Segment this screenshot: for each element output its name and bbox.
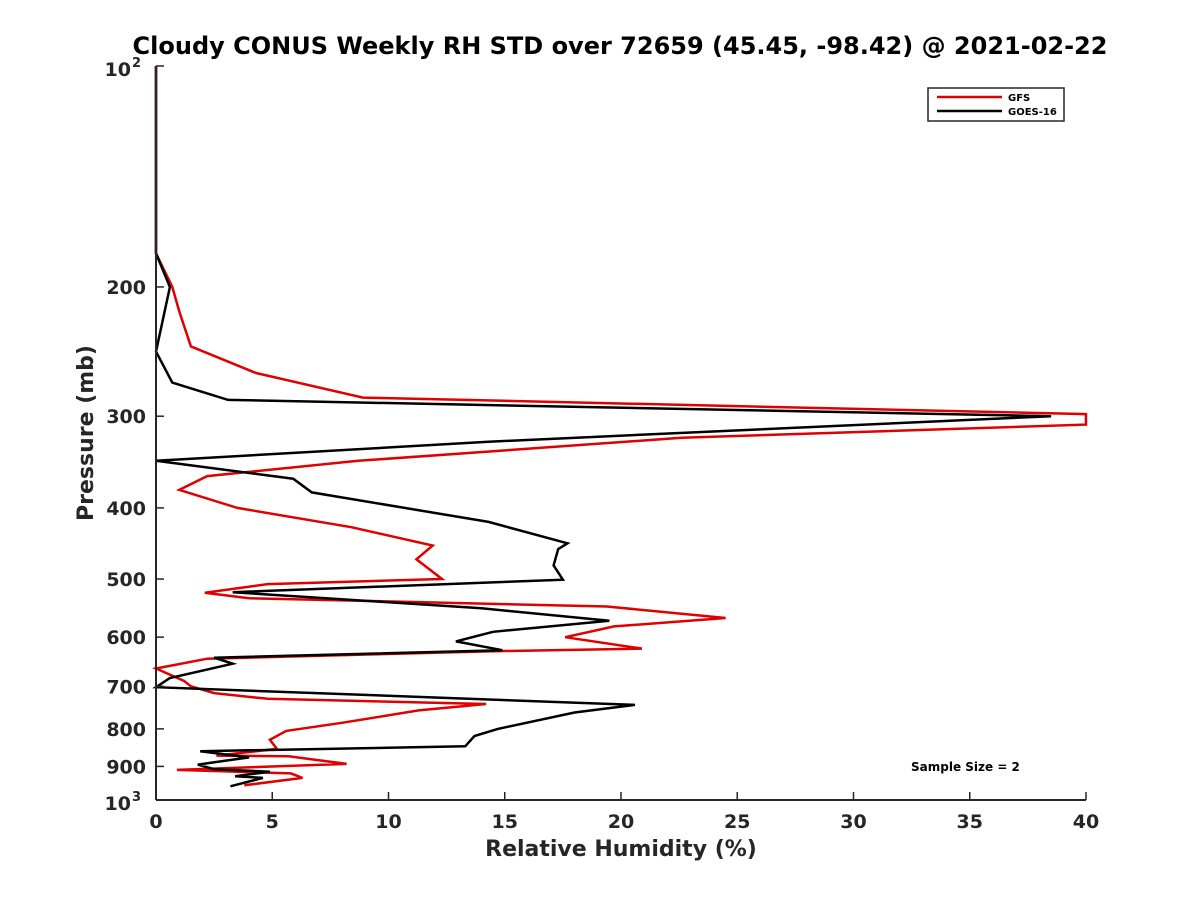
- legend-label-gfs: GFS: [1008, 93, 1030, 104]
- x-tick-label: 20: [608, 811, 634, 833]
- legend-label-goes16: GOES-16: [1008, 107, 1057, 118]
- x-tick-label: 30: [840, 811, 866, 833]
- chart-title: Cloudy CONUS Weekly RH STD over 72659 (4…: [133, 32, 1108, 60]
- y-tick-label: 700: [106, 676, 146, 698]
- x-axis-ticks: 0 5 10 15 20 25 30 35 40: [149, 792, 1099, 833]
- legend-box: [927, 87, 1065, 122]
- y-tick-label: 800: [106, 719, 146, 741]
- x-tick-label: 35: [957, 811, 983, 833]
- y-tick-label: 10: [105, 59, 131, 81]
- x-tick-label: 40: [1073, 811, 1099, 833]
- y-tick-label: 300: [106, 406, 146, 428]
- plot-area-frame: [156, 66, 1086, 800]
- x-tick-label: 10: [375, 811, 401, 833]
- series-line-goes16: [152, 66, 1052, 788]
- y-axis-label: Pressure (mb): [74, 345, 99, 521]
- legend: GFS GOES-16: [927, 87, 1065, 122]
- x-axis-label: Relative Humidity (%): [485, 837, 757, 862]
- x-tick-label: 15: [492, 811, 518, 833]
- y-tick-label: 10: [105, 793, 131, 815]
- series-layer: [151, 66, 1088, 788]
- sample-size-annotation: Sample Size = 2: [911, 760, 1020, 774]
- y-tick-label: 500: [106, 569, 146, 591]
- x-tick-label: 25: [724, 811, 750, 833]
- y-tick-label: 400: [106, 498, 146, 520]
- y-tick-label: 600: [106, 627, 146, 649]
- x-tick-label: 5: [266, 811, 279, 833]
- x-tick-label: 0: [149, 811, 162, 833]
- y-tick-exponent: 2: [132, 56, 141, 71]
- y-tick-label: 900: [106, 756, 146, 778]
- series-line-gfs: [151, 66, 1088, 787]
- y-tick-label: 200: [106, 277, 146, 299]
- y-tick-exponent: 3: [132, 790, 141, 805]
